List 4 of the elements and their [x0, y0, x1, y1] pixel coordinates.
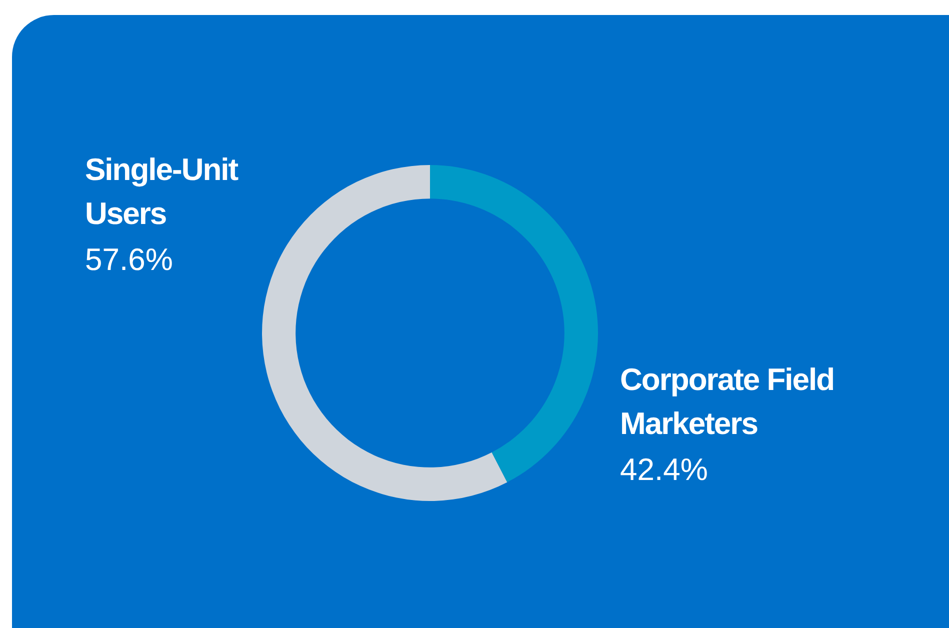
data-label: 57.6% — [85, 241, 174, 279]
slice-label: Single-Unit Users — [85, 151, 240, 233]
slice-label: Corporate Field Marketers — [620, 361, 836, 443]
data-label: 42.4% — [620, 451, 709, 489]
